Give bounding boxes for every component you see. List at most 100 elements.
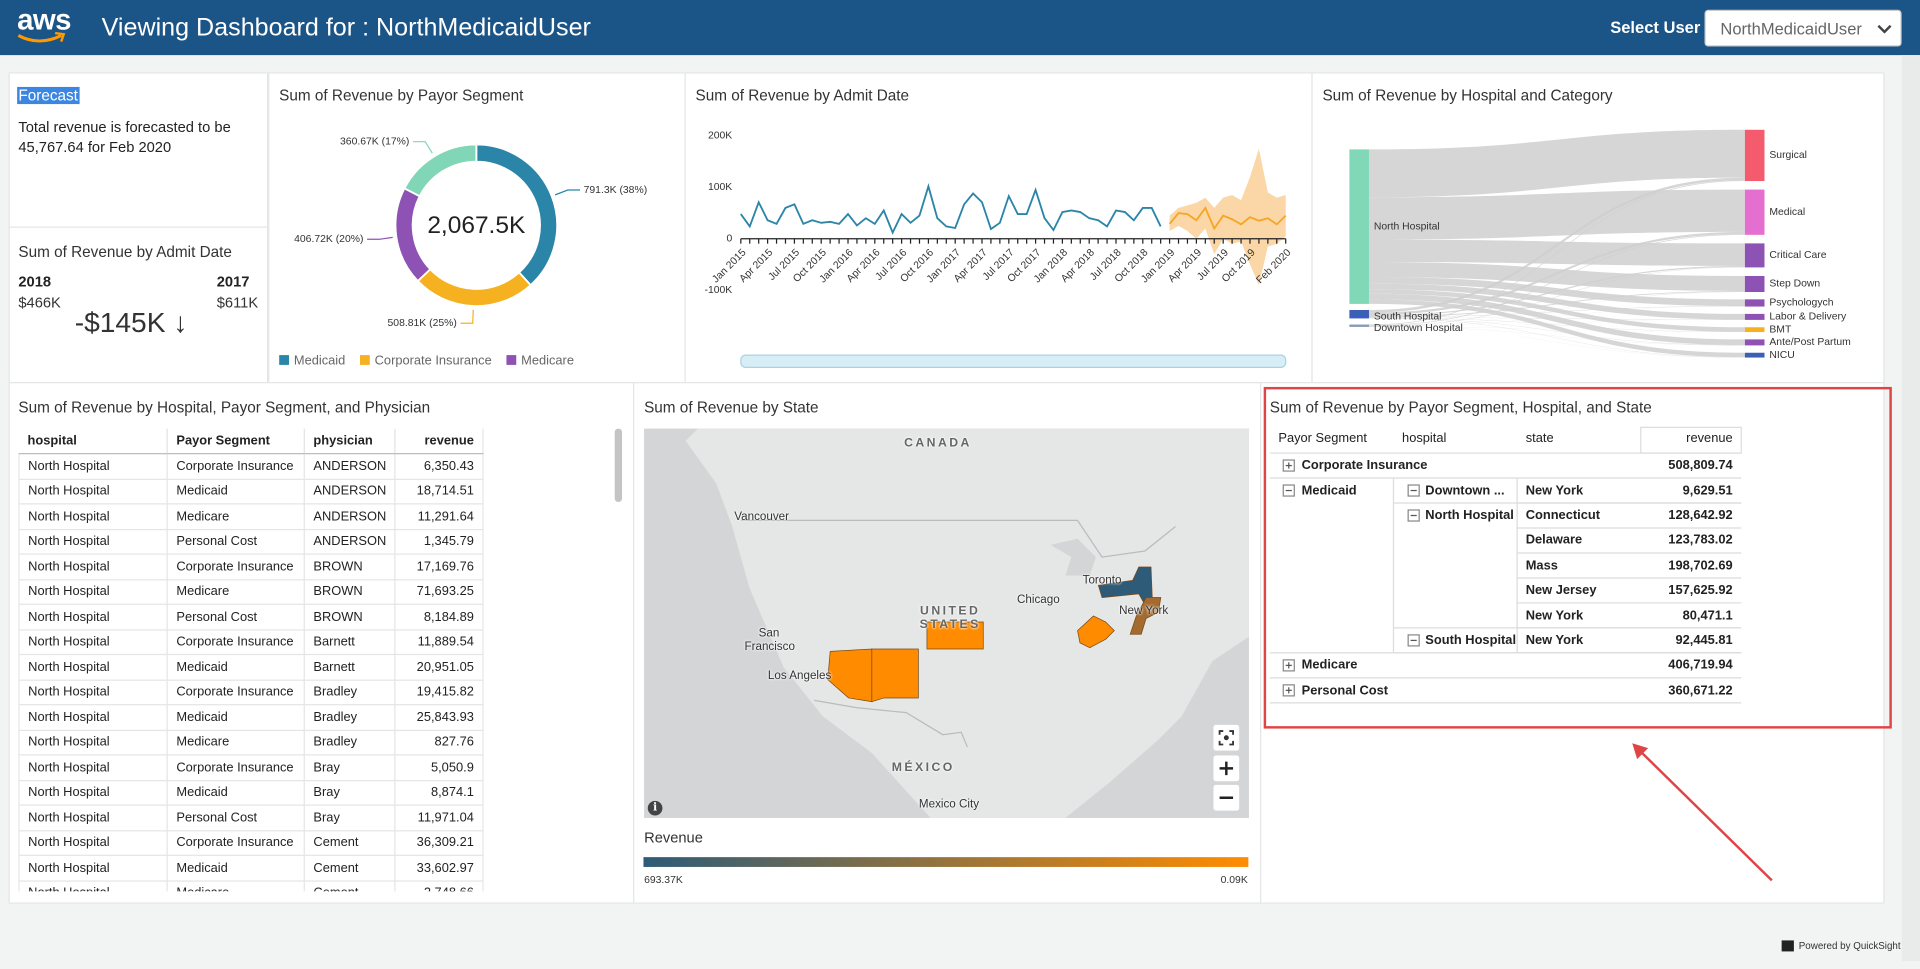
table-row: North Hospital Medicaid Barnett 20,951.05 bbox=[18, 653, 484, 681]
minus-icon bbox=[1219, 796, 1234, 799]
table-scrollbar[interactable] bbox=[614, 428, 623, 503]
table-cell: North Hospital bbox=[18, 879, 168, 892]
table-cell: Cement bbox=[303, 829, 397, 856]
table-cell: North Hospital bbox=[18, 779, 168, 806]
table-cell: Corporate Insurance bbox=[166, 628, 305, 656]
table-cell: 18,714.51 bbox=[394, 478, 484, 505]
map-label: Mexico City bbox=[918, 797, 980, 812]
kpi-difference: -$145K ↓ bbox=[74, 306, 188, 338]
table-cell: BROWN bbox=[303, 553, 397, 580]
map-fit-button[interactable] bbox=[1213, 724, 1240, 751]
table-row: North Hospital Corporate Insurance Cement 3… bbox=[18, 829, 484, 856]
table-cell: Corporate Insurance bbox=[166, 754, 305, 781]
user-select[interactable]: NorthMedicaidUser bbox=[1704, 9, 1902, 47]
table-cell: Medicaid bbox=[166, 779, 305, 806]
table-cell: ANDERSON bbox=[303, 478, 397, 505]
cell-text: 198,702.69 bbox=[1668, 558, 1733, 573]
table-cell: 827.76 bbox=[394, 729, 484, 756]
map-zoom-in[interactable] bbox=[1213, 755, 1240, 782]
table-row: North Hospital Medicaid Cement 33,602.97 bbox=[18, 854, 484, 882]
table-row: North Hospital Medicaid Bray 8,874.1 bbox=[18, 779, 484, 806]
kpi-previous-value: $611K bbox=[216, 293, 259, 312]
cell-text: 128,642.92 bbox=[1668, 508, 1733, 523]
cell-text: Connecticut bbox=[1525, 508, 1601, 523]
map-label: Los Angeles bbox=[767, 669, 832, 683]
table-cell: 8,184.89 bbox=[394, 603, 484, 630]
table-cell: 8,874.1 bbox=[394, 779, 484, 806]
chart-title: Sum of Revenue by Hospital and Category bbox=[1322, 86, 1613, 105]
map-label: MÉXICO bbox=[891, 761, 955, 775]
table-cell: North Hospital bbox=[18, 628, 168, 656]
map-label: UNITED STATES bbox=[919, 604, 981, 632]
table-cell: North Hospital bbox=[18, 653, 168, 681]
map-info-icon[interactable]: i bbox=[647, 800, 663, 816]
table-cell: North Hospital bbox=[18, 553, 168, 580]
table-cell: Medicaid bbox=[166, 704, 305, 731]
table-title: Sum of Revenue by Hospital, Payor Segmen… bbox=[18, 399, 431, 417]
highlight-box bbox=[1263, 386, 1892, 729]
table-row: North Hospital Corporate Insurance Bradley… bbox=[18, 678, 484, 706]
table-cell: Corporate Insurance bbox=[166, 453, 305, 480]
table-cell: Cement bbox=[303, 879, 397, 892]
cell-text: 9,629.51 bbox=[1682, 483, 1733, 498]
page-scrollbar bbox=[1901, 55, 1920, 962]
cell-text: New York bbox=[1525, 483, 1584, 498]
map-label: Toronto bbox=[1082, 573, 1122, 588]
chart-title: Sum of Revenue by Admit Date bbox=[695, 86, 910, 105]
table-cell: 11,889.54 bbox=[394, 628, 484, 656]
annotation-arrow bbox=[1632, 743, 1773, 882]
table-cell: North Hospital bbox=[18, 704, 168, 731]
map-label: New York bbox=[1119, 604, 1169, 618]
table-head: hospital Payor Segment physician revenue bbox=[18, 428, 484, 455]
table-cell: North Hospital bbox=[18, 453, 168, 480]
table-cell: North Hospital bbox=[18, 804, 168, 831]
table-row: North Hospital Medicare BROWN 71,693.25 bbox=[18, 578, 484, 605]
cell-text: North Hospital bbox=[1425, 508, 1514, 523]
cell-text: New York bbox=[1525, 633, 1584, 648]
cell-text: South Hospital bbox=[1425, 633, 1517, 648]
table-row: North Hospital Personal Cost Bray 11,971.04 bbox=[18, 804, 484, 831]
table-cell: North Hospital bbox=[18, 829, 168, 856]
kpi-current-value: $466K bbox=[18, 293, 61, 312]
table-cell: Medicare bbox=[166, 503, 305, 530]
table-cell: North Hospital bbox=[18, 578, 168, 605]
cell-text: New Jersey bbox=[1525, 583, 1597, 598]
select-label: Select User : bbox=[1610, 18, 1711, 37]
table-cell: Bradley bbox=[303, 678, 397, 706]
table-row: North HospitalMedicareCement2,748.66 bbox=[18, 879, 484, 892]
cell-text: 508,809.74 bbox=[1668, 458, 1733, 473]
table-cell: North Hospital bbox=[18, 503, 168, 530]
table-row: North Hospital Corporate Insurance Bray 5,0… bbox=[18, 754, 484, 781]
table-cell: Barnett bbox=[303, 628, 397, 656]
kpi-current-period: 2018 bbox=[18, 273, 52, 291]
table-cell: 11,291.64 bbox=[394, 503, 484, 530]
table-cell: 25,843.93 bbox=[394, 704, 484, 731]
header-row: hospital Payor Segment physician revenue bbox=[18, 428, 484, 455]
table-row: North Hospital Personal Cost BROWN 8,184.89 bbox=[18, 603, 484, 630]
cell-text: 406,719.94 bbox=[1668, 658, 1733, 673]
table-cell: Personal Cost bbox=[166, 603, 305, 630]
table-cell: Medicaid bbox=[166, 854, 305, 882]
table-row: North Hospital Medicaid ANDERSON 18,714.51 bbox=[18, 478, 484, 505]
table-cell: Corporate Insurance bbox=[166, 553, 305, 580]
table-cell: 17,169.76 bbox=[394, 553, 484, 580]
table-cell: North Hospital bbox=[18, 528, 168, 555]
table-cell: North Hospital bbox=[18, 854, 168, 882]
table-cell: Bray bbox=[303, 754, 397, 781]
table-row: North Hospital Medicaid Bradley 25,843.93 bbox=[18, 704, 484, 731]
cell-text: Corporate Insurance bbox=[1301, 458, 1428, 473]
map-zoom-out[interactable] bbox=[1213, 784, 1240, 811]
cell-text: 80,471.1 bbox=[1682, 608, 1733, 623]
cell-text: 123,783.02 bbox=[1668, 533, 1733, 548]
logo-smile bbox=[17, 31, 66, 43]
table-cell: 19,415.82 bbox=[394, 678, 484, 706]
table-cell: BROWN bbox=[303, 603, 397, 630]
table-cell: Medicare bbox=[166, 729, 305, 756]
table-cell: 71,693.25 bbox=[394, 578, 484, 605]
column-header: state bbox=[1525, 431, 1554, 446]
column-header: Payor Segment bbox=[167, 428, 305, 455]
column-header: hospital bbox=[1402, 431, 1447, 446]
cell-text: Mass bbox=[1525, 558, 1558, 573]
table-cell: 11,971.04 bbox=[394, 804, 484, 831]
